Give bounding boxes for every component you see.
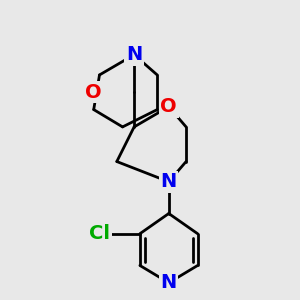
Text: O: O xyxy=(160,97,177,116)
Text: O: O xyxy=(85,83,102,102)
Text: N: N xyxy=(160,172,177,191)
Text: Cl: Cl xyxy=(89,224,110,243)
Text: N: N xyxy=(126,45,142,64)
Text: N: N xyxy=(160,273,177,292)
